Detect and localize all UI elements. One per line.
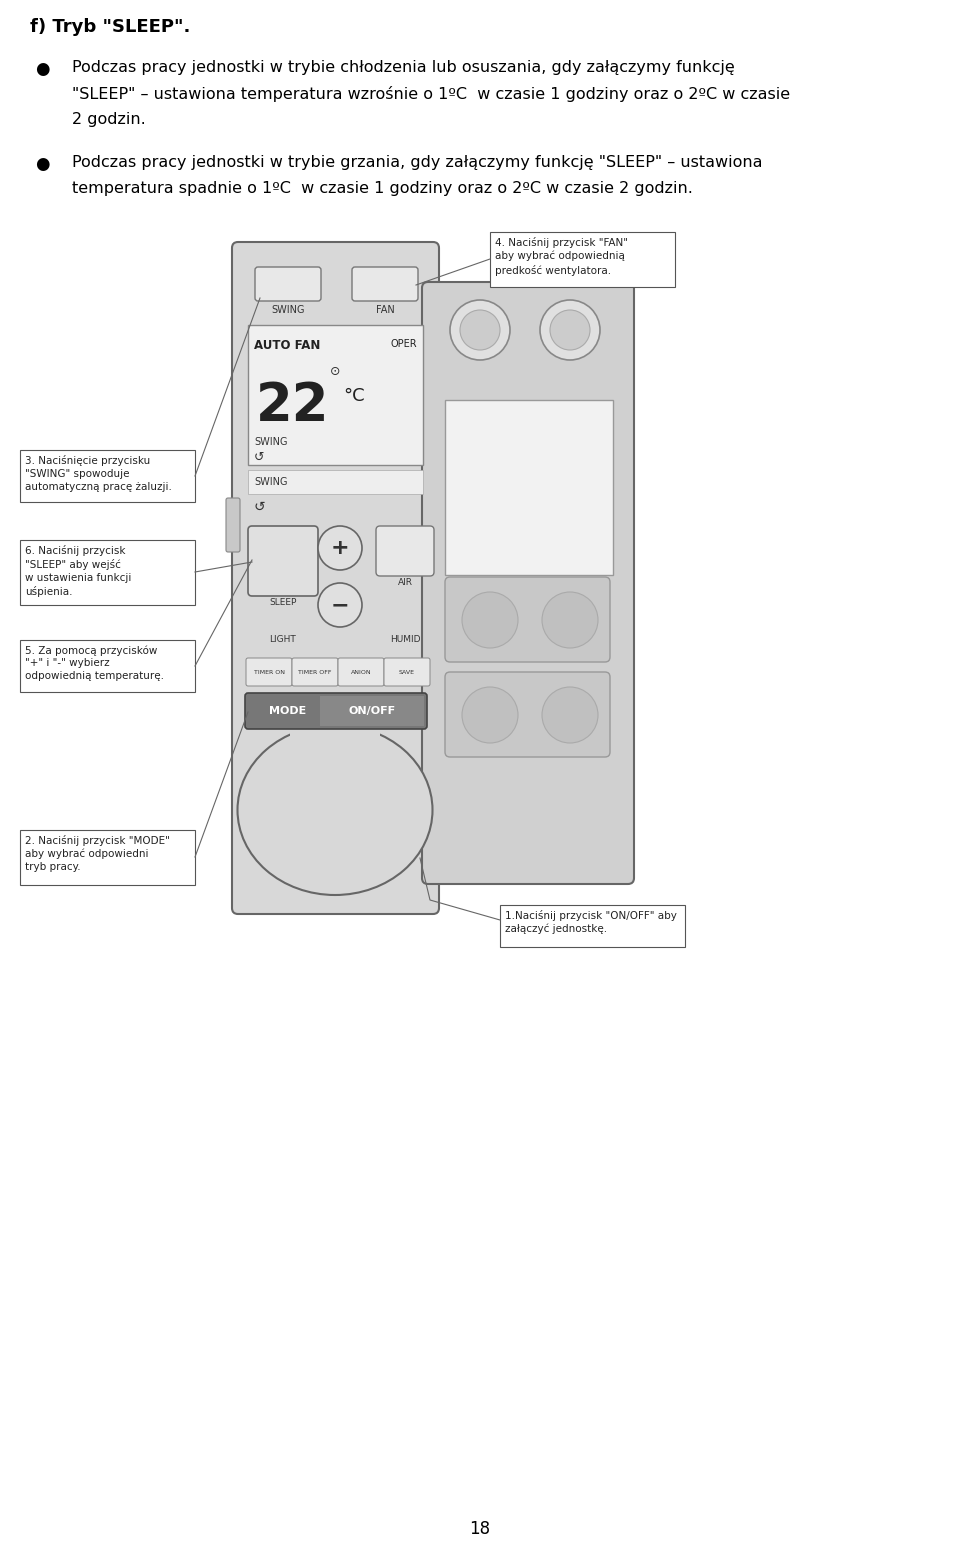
FancyBboxPatch shape <box>226 498 240 552</box>
Text: LIGHT: LIGHT <box>270 634 297 644</box>
Bar <box>320 696 424 726</box>
Circle shape <box>460 310 500 351</box>
Circle shape <box>542 592 598 648</box>
FancyBboxPatch shape <box>445 672 610 757</box>
FancyBboxPatch shape <box>20 830 195 886</box>
Bar <box>445 400 613 575</box>
FancyBboxPatch shape <box>255 267 321 301</box>
Circle shape <box>450 299 510 360</box>
Text: SLEEP: SLEEP <box>270 599 297 606</box>
FancyBboxPatch shape <box>338 658 384 686</box>
Bar <box>425 310 433 850</box>
Text: ●: ● <box>35 155 50 174</box>
Bar <box>248 326 423 465</box>
Text: ON/OFF: ON/OFF <box>348 706 396 717</box>
Text: MODE: MODE <box>270 706 306 717</box>
Circle shape <box>318 583 362 627</box>
Text: ●: ● <box>35 60 50 78</box>
FancyBboxPatch shape <box>445 577 610 662</box>
Text: SAVE: SAVE <box>399 670 415 675</box>
FancyBboxPatch shape <box>20 540 195 605</box>
FancyBboxPatch shape <box>232 242 439 914</box>
Text: temperatura spadnie o 1ºC  w czasie 1 godziny oraz o 2ºC w czasie 2 godzin.: temperatura spadnie o 1ºC w czasie 1 god… <box>72 181 693 195</box>
Text: "SLEEP" – ustawiona temperatura wzrośnie o 1ºC  w czasie 1 godziny oraz o 2ºC w : "SLEEP" – ustawiona temperatura wzrośnie… <box>72 85 790 102</box>
Text: SWING: SWING <box>254 437 287 447</box>
FancyBboxPatch shape <box>500 904 685 948</box>
FancyBboxPatch shape <box>20 641 195 692</box>
Circle shape <box>542 687 598 743</box>
Text: 3. Naciśnięcie przycisku
"SWING" spowoduje
automatyczną pracę żaluzji.: 3. Naciśnięcie przycisku "SWING" spowodu… <box>25 454 172 492</box>
FancyBboxPatch shape <box>490 233 675 287</box>
Text: 2 godzin.: 2 godzin. <box>72 112 146 127</box>
Text: TIMER ON: TIMER ON <box>253 670 284 675</box>
Text: HUMID: HUMID <box>390 634 420 644</box>
Text: 4. Naciśnij przycisk "FAN"
aby wybrać odpowiednią
predkość wentylatora.: 4. Naciśnij przycisk "FAN" aby wybrać od… <box>495 237 628 276</box>
Text: 2. Naciśnij przycisk "MODE"
aby wybrać odpowiedni
tryb pracy.: 2. Naciśnij przycisk "MODE" aby wybrać o… <box>25 834 170 872</box>
Text: AUTO FAN: AUTO FAN <box>254 340 321 352</box>
FancyBboxPatch shape <box>20 450 195 503</box>
Text: TIMER OFF: TIMER OFF <box>299 670 332 675</box>
Text: ↺: ↺ <box>254 499 266 513</box>
Text: FAN: FAN <box>375 306 395 315</box>
Circle shape <box>550 310 590 351</box>
Text: f) Tryb "SLEEP".: f) Tryb "SLEEP". <box>30 19 190 36</box>
Ellipse shape <box>237 724 433 895</box>
Text: SWING: SWING <box>254 478 287 487</box>
Text: OPER: OPER <box>391 340 417 349</box>
Bar <box>248 470 423 495</box>
FancyBboxPatch shape <box>352 267 418 301</box>
Circle shape <box>462 592 518 648</box>
Circle shape <box>318 526 362 571</box>
Text: AIR: AIR <box>397 579 413 586</box>
Text: −: − <box>330 596 349 616</box>
Text: +: + <box>330 538 349 558</box>
Text: 1.Naciśnij przycisk "ON/OFF" aby
załączyć jednostkę.: 1.Naciśnij przycisk "ON/OFF" aby załączy… <box>505 910 677 934</box>
Text: ANION: ANION <box>350 670 372 675</box>
Circle shape <box>462 687 518 743</box>
Text: ↺: ↺ <box>254 451 265 464</box>
Text: ⊙: ⊙ <box>329 364 340 378</box>
Text: 18: 18 <box>469 1520 491 1539</box>
FancyBboxPatch shape <box>376 526 434 575</box>
FancyBboxPatch shape <box>248 526 318 596</box>
FancyBboxPatch shape <box>422 282 634 884</box>
FancyBboxPatch shape <box>384 658 430 686</box>
FancyBboxPatch shape <box>292 658 338 686</box>
Text: Podczas pracy jednostki w trybie chłodzenia lub osuszania, gdy załączymy funkcję: Podczas pracy jednostki w trybie chłodze… <box>72 60 734 74</box>
Text: °C: °C <box>343 388 365 405</box>
FancyBboxPatch shape <box>246 658 292 686</box>
Text: 5. Za pomocą przycisków
"+" i "-" wybierz
odpowiednią temperaturę.: 5. Za pomocą przycisków "+" i "-" wybier… <box>25 645 164 681</box>
FancyBboxPatch shape <box>245 693 427 729</box>
Bar <box>290 724 380 765</box>
Text: 22: 22 <box>256 380 329 433</box>
Text: Podczas pracy jednostki w trybie grzania, gdy załączymy funkcję "SLEEP" – ustawi: Podczas pracy jednostki w trybie grzania… <box>72 155 762 171</box>
Text: 6. Naciśnij przycisk
"SLEEP" aby wejść
w ustawienia funkcji
uśpienia.: 6. Naciśnij przycisk "SLEEP" aby wejść w… <box>25 544 132 597</box>
Text: SWING: SWING <box>272 306 304 315</box>
Circle shape <box>540 299 600 360</box>
